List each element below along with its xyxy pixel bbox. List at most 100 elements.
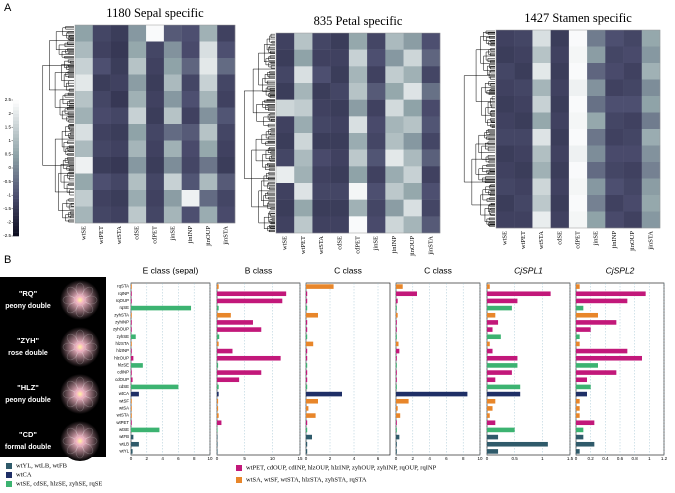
heatmap-cell: [403, 216, 422, 234]
heatmap-cell: [294, 66, 313, 84]
heatmap-cell: [110, 206, 129, 224]
heatmap-cell: [514, 112, 533, 130]
bar: [306, 320, 308, 325]
heatmap-cell: [385, 116, 404, 134]
heatmap-cell: [421, 216, 441, 234]
heatmap-cell: [199, 173, 218, 191]
bar: [306, 398, 318, 404]
flower-petal: [75, 376, 85, 390]
heatmap-cell: [163, 25, 182, 42]
flower-petal: [75, 304, 85, 318]
flower-type: rose double: [8, 350, 48, 357]
heatmap-cell: [605, 79, 624, 97]
heatmap-cell: [587, 145, 606, 163]
bar: [131, 413, 132, 418]
x-tick-label: 0: [216, 456, 219, 461]
heatmap-cell: [163, 74, 182, 92]
bar: [131, 291, 132, 297]
heatmap-cell: [199, 107, 218, 125]
colorbar-segment: [13, 137, 19, 142]
heatmap-cell: [385, 99, 404, 117]
heatmap-cell: [568, 129, 588, 146]
heatmap-cell: [348, 116, 368, 134]
plot-frame: [216, 282, 301, 456]
colorbar-segment: [13, 188, 19, 193]
heatmap-cell: [199, 91, 218, 108]
heatmap-cell: [75, 173, 93, 191]
bar: [396, 370, 397, 375]
bar: [217, 355, 281, 361]
colorbar-segment: [13, 225, 19, 230]
heatmap-cell: [110, 173, 129, 191]
heatmap-cell: [641, 195, 661, 212]
heatmap-cell: [312, 149, 331, 167]
heatmap-cell: [421, 99, 441, 117]
x-tick-label: 4: [428, 456, 431, 461]
plot-frame: [395, 282, 481, 456]
bar: [306, 449, 308, 454]
colorbar-segment: [13, 113, 19, 118]
bar: [217, 441, 218, 447]
x-tick-label: 0: [486, 456, 489, 461]
heatmap-cell: [75, 107, 93, 125]
heatmap-cell: [403, 133, 422, 150]
bar: [306, 355, 308, 361]
colorbar-segment: [13, 157, 19, 162]
heatmap-cell: [623, 162, 642, 179]
heatmap-cell: [217, 190, 236, 207]
heatmap-cell: [92, 206, 111, 224]
heatmap-cell: [385, 149, 404, 167]
heatmap-cell: [110, 58, 129, 75]
bar: [217, 334, 220, 340]
heatmap-cell: [403, 166, 422, 184]
colorbar-segment: [13, 198, 19, 203]
legend-swatch: [236, 477, 242, 483]
colorbar-segment: [13, 171, 19, 176]
heatmap-cell: [385, 83, 404, 100]
heatmap-column-label: wtSE: [80, 226, 87, 240]
heatmap-cell: [496, 211, 515, 229]
bar: [396, 355, 397, 361]
heatmap-cell: [385, 183, 404, 200]
heatmap-title: 835 Petal specific: [314, 14, 403, 28]
x-tick-label: 5: [243, 456, 246, 461]
heatmap-cell: [421, 49, 441, 67]
bar: [576, 355, 642, 361]
heatmap-cell: [128, 107, 147, 125]
heatmap-cell: [623, 195, 642, 212]
bar-chart-title: C class: [334, 265, 362, 275]
heatmap-cell: [532, 79, 551, 97]
x-tick-label: 0.5: [512, 456, 519, 461]
heatmap-cell: [348, 99, 368, 117]
heatmap-cell: [641, 178, 661, 196]
heatmap-cell: [550, 46, 570, 64]
bar: [217, 284, 219, 289]
heatmap-cell: [587, 162, 606, 179]
heatmap-cell: [348, 66, 368, 84]
heatmap-cell: [532, 63, 551, 80]
flower-petal: [84, 389, 98, 399]
row-label: zyhOUP: [113, 327, 129, 332]
colorbar-segment: [13, 174, 19, 179]
bar: [306, 341, 314, 347]
heatmap-cell: [623, 112, 642, 130]
x-tick-label: 10: [477, 456, 483, 461]
bar: [131, 434, 134, 440]
heatmap-cell: [367, 216, 386, 234]
colorbar-segment: [13, 117, 19, 121]
heatmap-cell: [163, 107, 182, 125]
heatmap-column-label: jinSE: [373, 236, 380, 251]
heatmap-cell: [367, 33, 386, 50]
heatmap-cell: [641, 63, 661, 80]
bar: [217, 370, 262, 375]
row-label: rqSE: [119, 305, 129, 310]
bar: [131, 449, 133, 454]
heatmap-cell: [217, 91, 236, 108]
bar: [576, 312, 598, 318]
heatmap-cell: [199, 124, 218, 141]
heatmap-cell: [550, 30, 570, 47]
heatmap-cell: [641, 145, 661, 163]
heatmap-cell: [92, 140, 111, 158]
heatmap-cell: [110, 140, 129, 158]
row-label: cdSE: [119, 384, 129, 389]
